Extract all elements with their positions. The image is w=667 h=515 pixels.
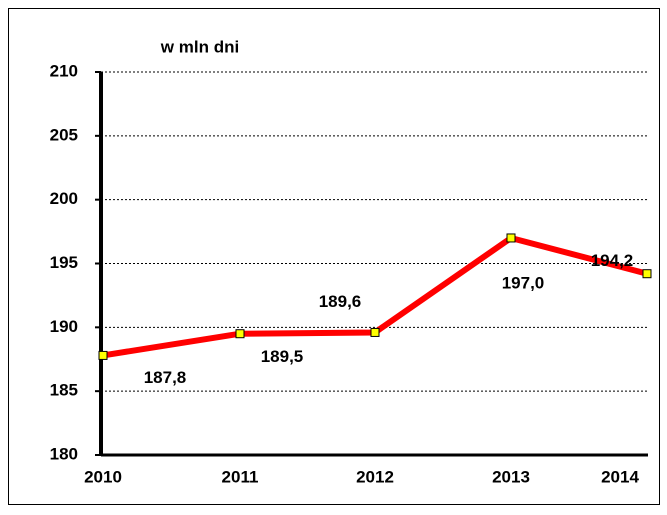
x-tick-label: 2014 — [601, 467, 639, 486]
marker — [506, 233, 516, 243]
y-tick-label: 200 — [50, 189, 78, 208]
data-label: 197,0 — [502, 273, 545, 292]
x-tick-label: 2010 — [84, 467, 122, 486]
y-tick-label: 205 — [50, 125, 78, 144]
data-label: 194,2 — [591, 251, 634, 270]
data-label: 189,6 — [319, 292, 362, 311]
y-tick-label: 190 — [50, 317, 78, 336]
y-tick-label: 180 — [50, 444, 78, 463]
marker — [98, 350, 108, 360]
marker — [642, 269, 652, 279]
marker — [370, 327, 380, 337]
marker — [235, 329, 245, 339]
data-label: 189,5 — [261, 347, 304, 366]
chart-border — [8, 8, 660, 505]
y-tick-label: 185 — [50, 381, 78, 400]
y-tick-label: 195 — [50, 253, 78, 272]
y-tick-label: 210 — [50, 61, 78, 80]
data-label: 187,8 — [144, 368, 187, 387]
x-tick-label: 2011 — [222, 467, 259, 486]
x-tick-label: 2013 — [492, 467, 530, 486]
y-axis-label: w mln dni — [160, 37, 239, 56]
x-tick-label: 2012 — [356, 467, 394, 486]
